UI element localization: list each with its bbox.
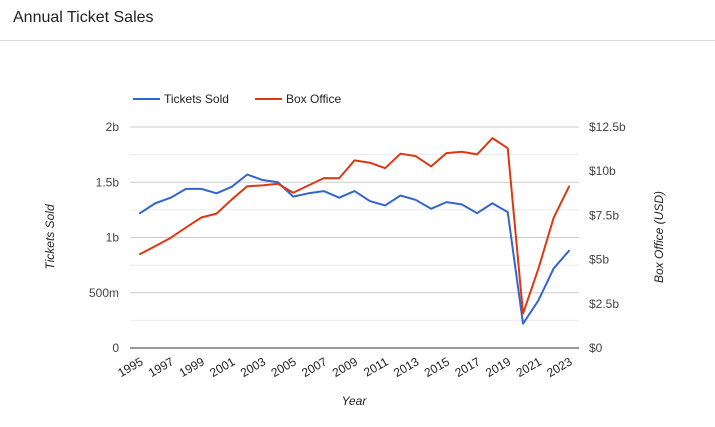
- series-line-tickets-sold: [139, 173, 570, 325]
- series-line-box-office: [139, 137, 570, 315]
- x-tick-1999: 1999: [177, 354, 207, 380]
- x-tick-2019: 2019: [483, 354, 513, 380]
- x-tick-labels: 1995 1997 1999 2001 2003 2005 2007 2009 2011 2013…: [115, 354, 574, 380]
- x-tick-1997: 1997: [146, 354, 176, 380]
- y-right-tick-2: $5b: [589, 253, 609, 267]
- gridlines: [130, 126, 579, 349]
- x-tick-2021: 2021: [514, 354, 544, 380]
- legend-label-box-office: Box Office: [286, 92, 341, 106]
- x-tick-2023: 2023: [544, 354, 574, 380]
- y-right-tick-5: $12.5b: [589, 120, 626, 134]
- chart-title: Annual Ticket Sales: [13, 9, 154, 26]
- legend: Tickets Sold Box Office: [133, 92, 341, 106]
- y-left-tick-0: 0: [112, 341, 119, 355]
- x-tick-2007: 2007: [299, 354, 329, 380]
- x-tick-2005: 2005: [269, 354, 299, 380]
- x-tick-2013: 2013: [391, 354, 421, 380]
- x-tick-2011: 2011: [361, 354, 391, 379]
- x-tick-2003: 2003: [238, 354, 268, 380]
- x-tick-2001: 2001: [207, 354, 237, 380]
- y-right-tick-4: $10b: [589, 164, 616, 178]
- y-left-tick-3: 1.5b: [96, 175, 120, 189]
- y-left-tick-1: 500m: [89, 286, 119, 300]
- y-left-tick-2: 1b: [106, 231, 120, 245]
- y-left-axis-title: Tickets Sold: [43, 204, 57, 270]
- series-lines: [139, 137, 570, 325]
- y-right-tick-3: $7.5b: [589, 208, 619, 222]
- y-right-tick-1: $2.5b: [589, 297, 619, 311]
- x-axis-title: Year: [342, 394, 368, 408]
- y-right-tick-labels: $0 $2.5b $5b $7.5b $10b $12.5b: [589, 120, 626, 355]
- x-tick-2017: 2017: [452, 354, 482, 380]
- y-right-axis-title: Box Office (USD): [652, 191, 666, 283]
- x-tick-1995: 1995: [115, 354, 145, 380]
- x-tick-2009: 2009: [330, 354, 360, 380]
- title-divider: [0, 40, 715, 41]
- y-left-tick-4: 2b: [106, 120, 120, 134]
- y-right-tick-0: $0: [589, 341, 603, 355]
- x-tick-2015: 2015: [422, 354, 452, 380]
- legend-label-tickets-sold: Tickets Sold: [164, 92, 229, 106]
- y-left-tick-labels: 0 500m 1b 1.5b 2b: [89, 120, 119, 355]
